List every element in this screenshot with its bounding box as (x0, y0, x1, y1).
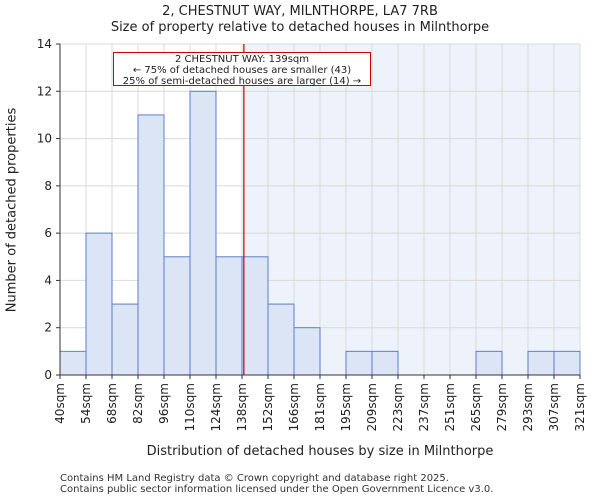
histogram-bar (215, 256, 243, 376)
chart-title: Size of property relative to detached ho… (110, 20, 490, 35)
chart-title-address: 2, CHESTNUT WAY, MILNTHORPE, LA7 7RB (162, 4, 438, 19)
histogram-bar (241, 256, 269, 376)
x-tick-label: 82sqm (131, 383, 145, 424)
histogram-bar (371, 350, 399, 376)
x-tick-label: 110sqm (183, 383, 197, 431)
histogram-bar (163, 256, 191, 376)
histogram-bar (111, 303, 139, 376)
x-tick-label: 40sqm (53, 383, 67, 424)
x-tick-label: 195sqm (339, 383, 353, 431)
y-tick-label: 4 (44, 273, 52, 287)
histogram-bar (345, 350, 373, 376)
y-tick-label: 2 (44, 321, 52, 335)
x-tick-label: 293sqm (521, 383, 535, 431)
x-tick-label: 68sqm (105, 383, 119, 424)
x-tick-label: 307sqm (547, 383, 561, 431)
histogram-bar (85, 232, 113, 376)
histogram-bar (137, 114, 165, 376)
footer-licence: Contains public sector information licen… (60, 484, 494, 495)
histogram-bar (267, 303, 295, 376)
annotation-line-property: 2 CHESTNUT WAY: 139sqm (174, 54, 310, 65)
y-tick-label: 0 (44, 368, 52, 382)
x-tick-label: 96sqm (157, 383, 171, 424)
y-axis-label-text: Number of detached properties (4, 107, 20, 313)
property-annotation-box: 2 CHESTNUT WAY: 139sqm ← 75% of detached… (113, 52, 371, 87)
x-tick-label: 279sqm (495, 383, 509, 431)
histogram-bar (553, 350, 581, 376)
annotation-line-smaller: ← 75% of detached houses are smaller (43… (132, 65, 352, 76)
x-tick-label: 237sqm (417, 383, 431, 431)
histogram-bar (475, 350, 503, 376)
y-tick-label: 6 (44, 226, 52, 240)
x-tick-label: 209sqm (365, 383, 379, 431)
histogram-bar (189, 90, 217, 376)
larger-region-shading (243, 44, 580, 375)
x-tick-label: 181sqm (313, 383, 327, 431)
y-tick-label: 8 (44, 179, 52, 193)
y-tick-label: 12 (37, 84, 52, 98)
x-tick-label: 321sqm (573, 383, 587, 431)
footer-copyright: Contains HM Land Registry data © Crown c… (60, 473, 449, 484)
x-tick-label: 152sqm (261, 383, 275, 431)
annotation-line-larger: 25% of semi-detached houses are larger (… (122, 76, 362, 87)
x-tick-label: 124sqm (209, 383, 223, 431)
x-tick-label: 166sqm (287, 383, 301, 431)
histogram-bar (293, 327, 321, 376)
x-tick-label: 138sqm (235, 383, 249, 431)
x-tick-label: 251sqm (443, 383, 457, 431)
histogram-bar (527, 350, 555, 376)
y-tick-label: 10 (37, 132, 52, 146)
y-tick-label: 14 (37, 37, 52, 51)
x-tick-label: 54sqm (79, 383, 93, 424)
x-tick-label: 265sqm (469, 383, 483, 431)
histogram-bar (59, 350, 87, 376)
x-tick-label: 223sqm (391, 383, 405, 431)
x-axis-label: Distribution of detached houses by size … (146, 444, 494, 459)
